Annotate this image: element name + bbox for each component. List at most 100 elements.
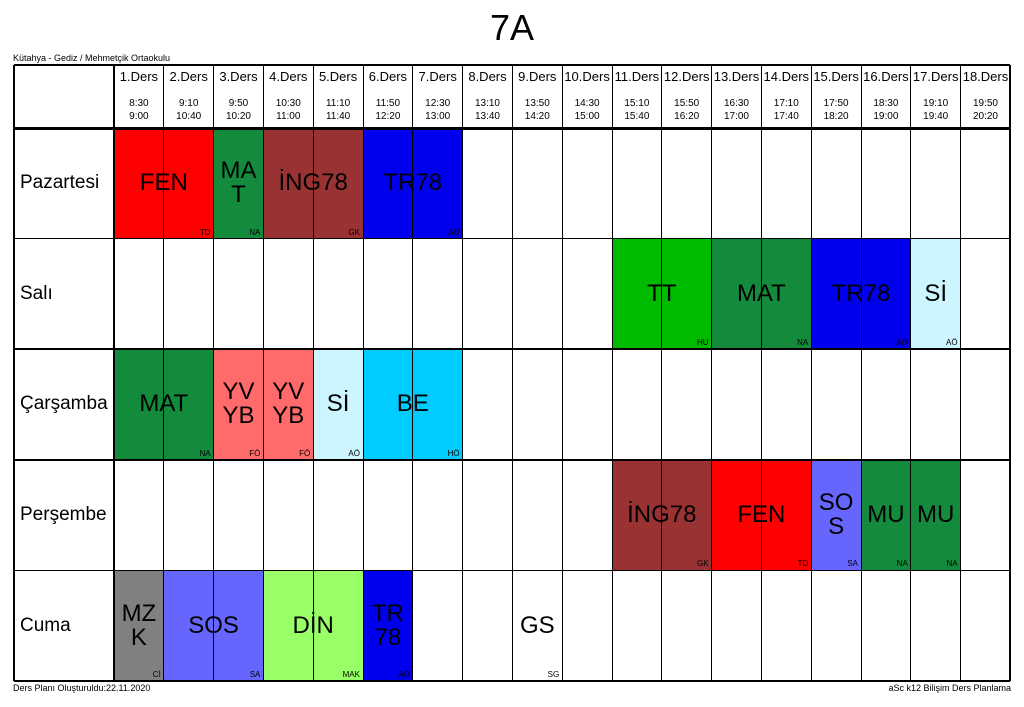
period-name: 13.Ders (713, 69, 760, 84)
teacher-code: Cİ (152, 669, 161, 679)
teacher-code: AÖ (398, 669, 410, 679)
lesson-label: MU (867, 501, 905, 529)
grid-line (611, 65, 613, 681)
lesson-label: Sİ (924, 279, 948, 307)
lesson-label: GS (519, 611, 555, 639)
day-label: Çarşamba (20, 393, 108, 415)
teacher-code: TD (199, 227, 211, 237)
period-name: 9.Ders (518, 69, 557, 84)
teacher-code: NA (249, 227, 261, 237)
period-time: 19:50 20:20 (972, 98, 998, 122)
period-name: 14.Ders (763, 69, 810, 84)
teacher-code: HÖ (447, 448, 460, 458)
lesson-cell[interactable]: TR 78 AÖ (363, 570, 413, 681)
teacher-code: SA (249, 669, 261, 679)
lesson-cell[interactable]: Sİ AÖ (910, 238, 961, 350)
teacher-code: NA (199, 448, 211, 458)
period-time: 16:30 17:00 (723, 98, 749, 122)
lesson-cell[interactable]: YV YB FÖ (263, 349, 314, 460)
lesson-cell[interactable]: Sİ AÖ (313, 349, 363, 460)
period-name: 1.Ders (119, 69, 159, 84)
period-name: 3.Ders (219, 69, 258, 84)
teacher-code: TD (797, 559, 809, 569)
grid-line (14, 680, 1010, 682)
day-label: Salı (20, 282, 53, 304)
teacher-code: FÖ (249, 448, 261, 458)
period-name: 16.Ders (863, 69, 909, 84)
footer-software: aSc k12 Bilişim Ders Planlama (888, 683, 1011, 693)
period-name: 10.Ders (564, 69, 610, 84)
period-name: 7.Ders (418, 69, 457, 84)
lesson-cell[interactable]: MZ K Cİ (114, 570, 164, 681)
grid-line (113, 65, 115, 681)
day-label: Pazartesi (20, 172, 100, 194)
period-time: 9:50 10:20 (225, 98, 251, 122)
period-time: 13:10 13:40 (474, 98, 500, 122)
school-name: Kütahya - Gediz / Mehmetçik Ortaokulu (13, 53, 171, 63)
teacher-code: AÖ (946, 338, 958, 348)
grid-line (960, 65, 962, 681)
period-name: 8.Ders (468, 69, 507, 84)
teacher-code: NA (797, 338, 809, 348)
grid-line (163, 65, 165, 681)
teacher-code: MAK (342, 669, 360, 679)
grid-line (213, 65, 215, 681)
grid-line (13, 65, 15, 681)
teacher-code: GK (348, 227, 360, 237)
lesson-cell[interactable]: MU NA (910, 459, 961, 571)
day-label: Cuma (20, 614, 71, 636)
period-time: 11:10 11:40 (325, 98, 351, 122)
teacher-code: SA (847, 559, 858, 569)
grid-line (1009, 65, 1011, 681)
period-time: 19:10 19:40 (923, 98, 949, 122)
teacher-code: AÖ (896, 338, 908, 348)
teacher-code: AÖ (348, 448, 360, 458)
page-title: 7A (489, 7, 535, 48)
period-time: 11:50 12:20 (375, 98, 401, 122)
day-label: Perşembe (20, 504, 107, 526)
grid-line (312, 65, 314, 681)
teacher-code: SG (547, 669, 560, 679)
lesson-cell[interactable]: MA T NA (213, 128, 264, 239)
lesson-label: TR 78 (371, 599, 404, 651)
grid-line (412, 65, 414, 681)
period-name: 4.Ders (269, 69, 308, 84)
lesson-cell[interactable]: MU NA (861, 459, 911, 571)
teacher-code: HU (697, 338, 709, 348)
lesson-cell[interactable]: YV YB FÖ (213, 349, 264, 460)
teacher-code: GK (697, 559, 709, 569)
period-name: 18.Ders (962, 69, 1009, 84)
footer-created-date: Ders Planı Oluşturuldu:22.11.2020 (13, 683, 151, 693)
period-name: 12.Ders (663, 69, 710, 84)
period-time: 13:50 14:20 (524, 98, 550, 122)
period-name: 17.Ders (912, 69, 959, 84)
period-time: 17:10 17:40 (773, 98, 799, 122)
period-time: 9:10 10:40 (176, 98, 202, 122)
period-time: 18:30 19:00 (873, 98, 899, 122)
period-name: 15.Ders (813, 69, 859, 84)
lesson-label: MU (917, 501, 955, 529)
grid-line (462, 65, 464, 681)
grid-line (362, 65, 364, 681)
period-name: 2.Ders (169, 69, 208, 84)
lesson-label: YV YB (272, 378, 305, 430)
grid-line (511, 65, 513, 681)
period-time: 14:30 15:00 (574, 98, 600, 122)
lesson-label: MZ K (121, 599, 157, 651)
grid-line (561, 65, 563, 681)
lesson-label: Sİ (326, 390, 350, 418)
grid-line (760, 65, 762, 681)
grid-line (810, 65, 812, 681)
teacher-code: NA (896, 559, 908, 569)
teacher-code: FÖ (299, 448, 311, 458)
lesson-label: YV YB (222, 378, 255, 430)
grid-line (910, 65, 912, 681)
period-time: 10:30 11:00 (275, 98, 301, 122)
lesson-cell[interactable]: SO S SA (811, 459, 861, 571)
grid-line (262, 65, 264, 681)
lesson-cell[interactable]: GS SG (512, 570, 563, 681)
teacher-code: NA (946, 559, 958, 569)
period-time: 17:50 18:20 (823, 98, 849, 122)
period-name: 5.Ders (318, 69, 358, 84)
